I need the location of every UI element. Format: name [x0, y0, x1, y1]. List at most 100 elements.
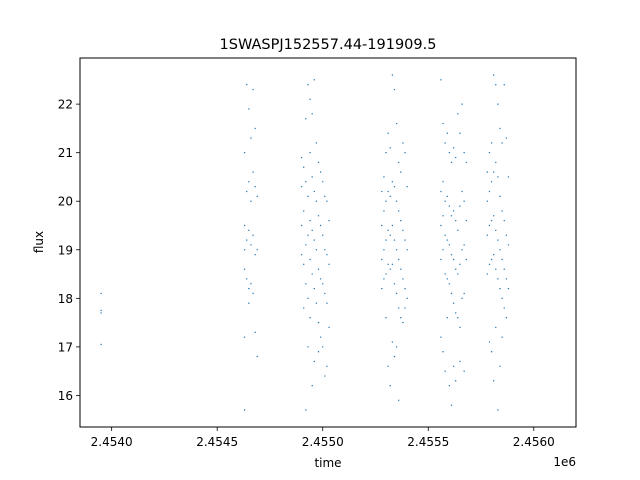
data-point: [446, 317, 448, 319]
data-point: [254, 253, 256, 256]
data-point: [497, 176, 499, 178]
data-point: [256, 249, 258, 251]
data-point: [389, 234, 391, 236]
data-point: [313, 190, 315, 193]
data-point: [381, 224, 383, 227]
data-point: [488, 341, 491, 343]
data-point: [492, 171, 495, 173]
data-point: [328, 219, 330, 222]
data-point: [398, 258, 400, 261]
data-point: [100, 292, 102, 295]
data-point: [305, 117, 307, 120]
data-point: [305, 181, 307, 183]
data-point: [326, 365, 328, 368]
data-point: [385, 200, 387, 202]
data-point: [328, 326, 330, 329]
data-point: [324, 375, 326, 377]
data-point: [501, 258, 503, 261]
data-point: [387, 365, 389, 368]
data-point: [440, 336, 442, 338]
data-point: [404, 151, 406, 154]
data-point: [317, 161, 320, 164]
data-point: [381, 287, 383, 290]
data-point: [492, 215, 495, 217]
data-point: [463, 244, 465, 246]
data-point: [311, 229, 313, 232]
data-point: [250, 200, 252, 202]
data-point: [448, 205, 451, 207]
data-point: [461, 103, 463, 105]
data-point: [442, 122, 444, 125]
data-point: [311, 385, 313, 387]
data-point: [446, 239, 448, 241]
data-point: [393, 185, 396, 188]
data-point: [313, 79, 315, 81]
data-point: [243, 409, 246, 411]
data-point: [317, 268, 320, 270]
data-point: [328, 263, 330, 266]
data-point: [383, 249, 385, 251]
data-point: [309, 258, 311, 261]
data-point: [450, 253, 453, 256]
data-point: [391, 74, 394, 76]
data-points: [100, 74, 510, 411]
y-tick-label: 20: [58, 195, 73, 209]
data-point: [252, 171, 254, 173]
data-point: [497, 409, 499, 411]
x-tick-label: 2.4545: [196, 435, 238, 449]
data-point: [400, 171, 402, 173]
data-point: [313, 287, 315, 290]
data-point: [385, 273, 387, 275]
data-point: [309, 151, 311, 154]
data-point: [448, 385, 451, 387]
x-tick-label: 2.4555: [407, 435, 449, 449]
data-point: [402, 321, 404, 324]
data-point: [450, 404, 453, 406]
data-point: [499, 287, 501, 290]
data-point: [444, 234, 446, 236]
chart-title: 1SWASPJ152557.44-191909.5: [220, 37, 437, 53]
data-point: [383, 176, 385, 178]
data-point: [395, 249, 398, 251]
x-tick-label: 2.4540: [91, 435, 133, 449]
data-point: [503, 84, 505, 86]
data-point: [446, 195, 448, 198]
data-point: [490, 219, 493, 222]
data-point: [326, 200, 328, 202]
data-point: [319, 278, 322, 280]
data-point: [317, 321, 320, 324]
data-point: [393, 88, 396, 91]
data-point: [391, 341, 394, 343]
data-point: [307, 297, 309, 300]
data-point: [322, 234, 324, 236]
data-point: [248, 181, 250, 183]
data-point: [393, 283, 396, 285]
data-point: [248, 302, 250, 304]
data-point: [305, 283, 307, 285]
data-point: [459, 205, 461, 207]
data-point: [454, 268, 457, 270]
data-point: [503, 307, 505, 309]
data-point: [459, 132, 461, 134]
data-point: [486, 273, 489, 275]
x-tick-label: 2.4550: [302, 435, 344, 449]
data-point: [446, 132, 448, 134]
data-point: [309, 219, 311, 222]
data-point: [457, 229, 459, 232]
data-point: [463, 292, 465, 295]
data-point: [448, 244, 451, 246]
data-point: [254, 127, 256, 130]
data-point: [305, 409, 307, 411]
data-point: [499, 249, 501, 251]
data-point: [400, 219, 402, 222]
data-point: [505, 278, 508, 280]
data-point: [324, 195, 326, 198]
data-point: [305, 244, 307, 246]
data-point: [243, 336, 246, 338]
y-tick-label: 21: [58, 146, 73, 160]
data-point: [461, 297, 463, 300]
data-point: [490, 142, 493, 144]
data-point: [317, 215, 320, 217]
data-point: [389, 268, 391, 270]
data-point: [319, 171, 322, 173]
